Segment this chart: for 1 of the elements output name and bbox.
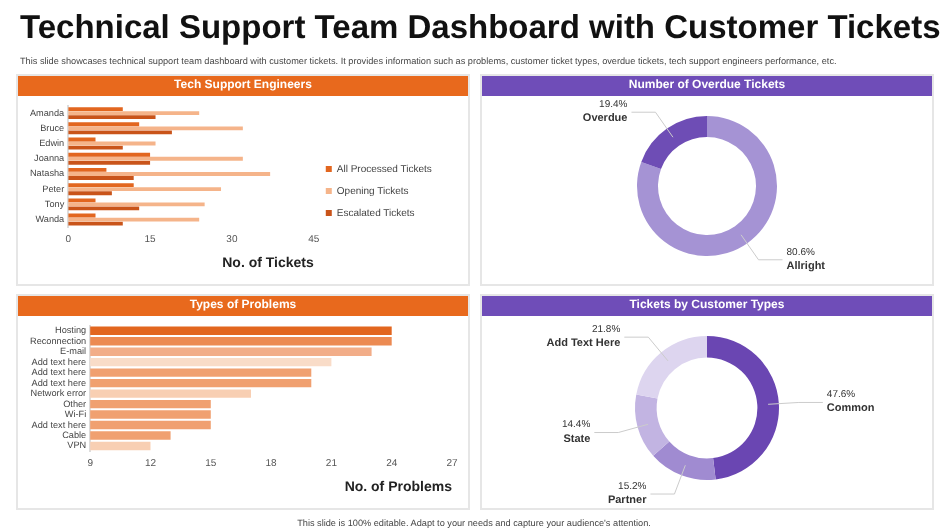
text: Technical Support Team Dashboard with Customer Tickets	[20, 10, 941, 48]
